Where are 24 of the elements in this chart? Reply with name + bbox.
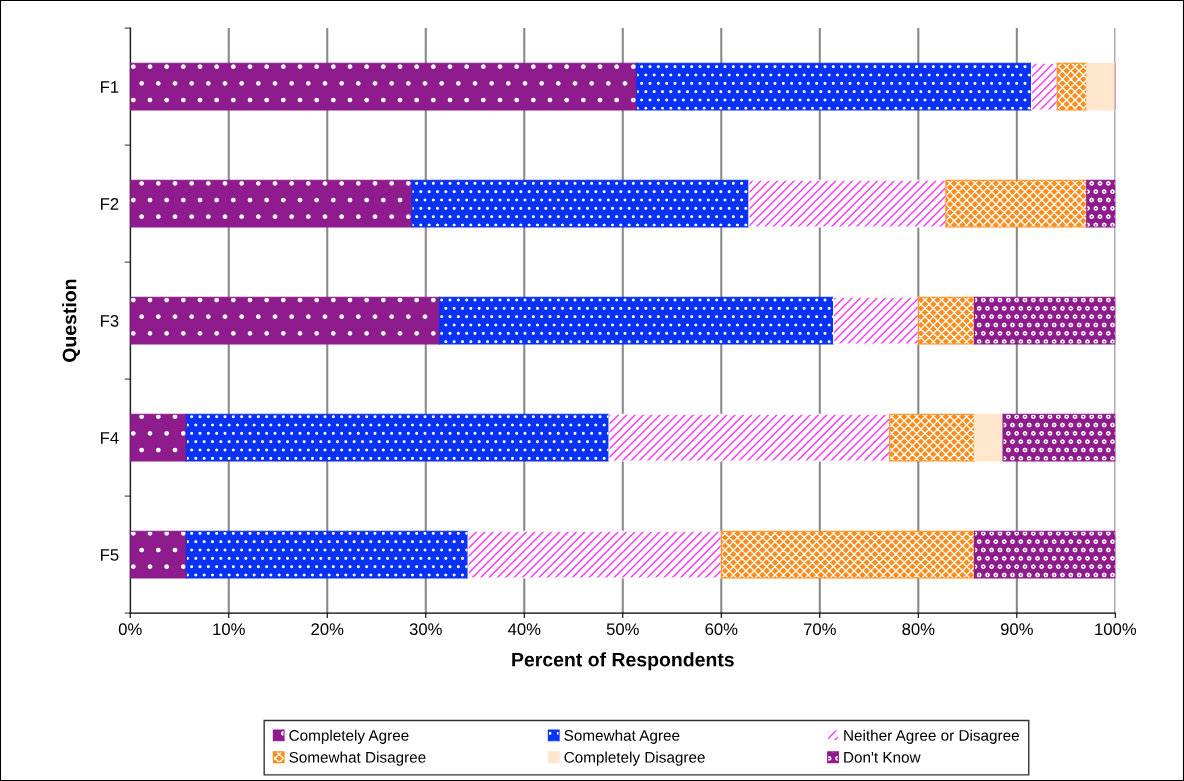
y-tick-label: F1 (101, 81, 119, 93)
legend-label: Somewhat Disagree (289, 751, 426, 766)
x-tick-label: 60% (705, 623, 738, 636)
x-tick-label: 30% (409, 623, 442, 636)
legend-label: Completely Disagree (564, 751, 705, 766)
x-axis-title: Percent of Respondents (512, 652, 734, 671)
y-tick-label: F3 (101, 315, 119, 327)
legend-label: Don't Know (844, 752, 921, 763)
x-tick-label: 70% (803, 623, 836, 636)
y-tick-label: F2 (101, 198, 119, 210)
x-tick-label: 100% (1095, 623, 1137, 636)
x-tick-label: 0% (118, 623, 142, 636)
x-tick-label: 40% (507, 623, 541, 636)
x-tick-label: 80% (902, 623, 935, 636)
x-tick-label: 20% (311, 623, 344, 636)
x-tick-label: 90% (1000, 623, 1033, 636)
legend-label: Neither Agree or Disagree (844, 729, 1019, 744)
x-tick-label: 10% (213, 623, 245, 636)
x-tick-label: 50% (606, 623, 639, 636)
y-tick-label: F5 (101, 549, 119, 561)
legend-label: Somewhat Agree (564, 729, 680, 744)
y-axis-title: Question (62, 279, 81, 362)
y-tick-label: F4 (101, 432, 119, 444)
legend-label: Completely Agree (289, 729, 409, 744)
